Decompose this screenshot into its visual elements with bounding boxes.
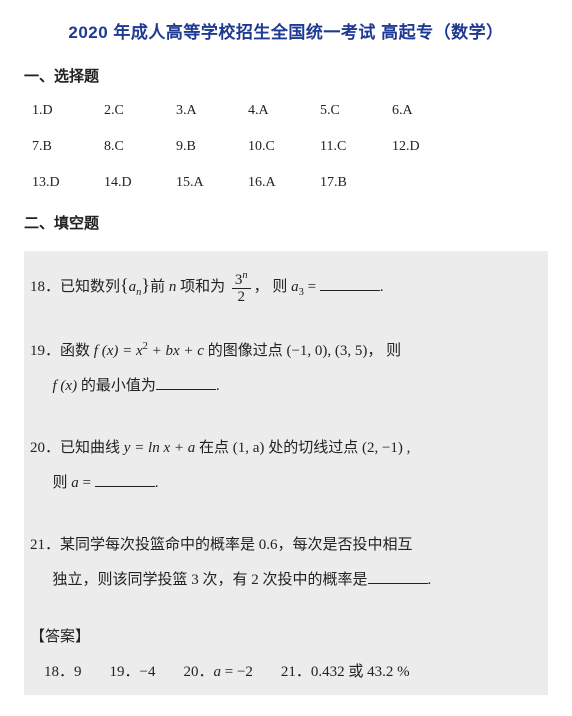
mc-cell: 13.D: [32, 176, 104, 190]
question-19: 19．函数 f (x) = x2 + bx + c 的图像过点 (−1, 0),…: [30, 334, 534, 403]
mc-cell: 16.A: [248, 176, 320, 190]
mc-cell: 17.B: [320, 176, 410, 190]
q-text: 前: [150, 279, 169, 295]
fill-in-block: 18．已知数列{an}前 n 项和为 3n2， 则 a3 = . 19．函数 f…: [24, 251, 548, 695]
q-text: 的图像过点: [204, 343, 287, 359]
brace-left: {: [120, 275, 129, 295]
q-text: 独立，则该同学投篮 3 次，有 2 次投中的概率是: [53, 572, 368, 588]
mc-cell: 10.C: [248, 140, 320, 154]
answers-line: 18．9 19．−4 20．a = −2 21．0.432 或 43.2 %: [30, 660, 534, 681]
page-title: 2020 年成人高等学校招生全国统一考试 高起专（数学）: [24, 18, 548, 43]
question-21: 21．某同学每次投篮命中的概率是 0.6，每次是否投中相互 独立，则该同学投篮 …: [30, 528, 534, 597]
q-text: ,: [403, 440, 411, 456]
mc-row: 1.D 2.C 3.A 4.A 5.C 6.A: [32, 104, 548, 118]
mc-cell: 12.D: [392, 140, 464, 154]
eq-sign: =: [304, 279, 320, 295]
q-text: 已知曲线: [60, 440, 124, 456]
q-text: 已知数列: [60, 279, 120, 295]
q-num: 19．: [30, 343, 60, 359]
mc-cell: 6.A: [392, 104, 464, 118]
mc-cell: 14.D: [104, 176, 176, 190]
q-num: 18．: [30, 279, 60, 295]
mc-row: 13.D 14.D 15.A 16.A 17.B: [32, 176, 548, 190]
q-num: 21．: [30, 537, 60, 553]
mc-cell: 9.B: [176, 140, 248, 154]
section-2-head: 二、填空题: [24, 212, 548, 233]
answer-blank: [320, 277, 380, 292]
answer-21: 21．0.432 或 43.2 %: [281, 660, 410, 681]
q-text: ， 则: [367, 343, 401, 359]
q-text: ， 则: [254, 279, 292, 295]
section-1-head: 一、选择题: [24, 65, 548, 86]
answer-18: 18．9: [44, 660, 82, 681]
period: .: [216, 378, 220, 394]
mc-cell: 4.A: [248, 104, 320, 118]
q-text: 的最小值为: [77, 378, 156, 394]
mc-cell: 2.C: [104, 104, 176, 118]
math: f (x): [53, 378, 78, 394]
period: .: [380, 279, 384, 295]
q-text: 某同学每次投篮命中的概率是 0.6，每次是否投中相互: [60, 537, 413, 553]
math-points: (−1, 0), (3, 5): [286, 343, 367, 359]
q-text: 在点: [195, 440, 233, 456]
mc-cell: 11.C: [320, 140, 392, 154]
ans-val: = −2: [221, 664, 253, 680]
mc-cell: [410, 176, 482, 190]
question-18: 18．已知数列{an}前 n 项和为 3n2， 则 a3 = .: [30, 265, 534, 306]
a-var: a: [291, 279, 299, 295]
exam-page: 2020 年成人高等学校招生全国统一考试 高起专（数学） 一、选择题 1.D 2…: [0, 0, 572, 715]
eq-sign: =: [79, 475, 95, 491]
math: f (x) = x: [94, 343, 143, 359]
answer-19: 19．−4: [110, 660, 156, 681]
math: y = ln x + a: [124, 440, 195, 456]
multiple-choice-answers: 1.D 2.C 3.A 4.A 5.C 6.A 7.B 8.C 9.B 10.C…: [32, 104, 548, 190]
math-point: (1, a): [233, 440, 265, 456]
q-text: 函数: [60, 343, 94, 359]
mc-cell: 3.A: [176, 104, 248, 118]
brace-right: }: [141, 275, 150, 295]
mc-cell: 7.B: [32, 140, 104, 154]
frac-sup: n: [242, 270, 247, 281]
a-var: a: [71, 475, 79, 491]
answer-blank: [368, 569, 428, 584]
math: + bx + c: [148, 343, 204, 359]
q-text: 处的切线过点: [264, 440, 362, 456]
period: .: [428, 572, 432, 588]
question-20: 20．已知曲线 y = ln x + a 在点 (1, a) 处的切线过点 (2…: [30, 431, 534, 500]
q-num: 20．: [30, 440, 60, 456]
q-text: 项和为: [176, 279, 229, 295]
answer-20: 20．a = −2: [183, 660, 252, 681]
frac-den: 2: [232, 288, 251, 306]
answer-blank: [95, 472, 155, 487]
mc-row: 7.B 8.C 9.B 10.C 11.C 12.D: [32, 140, 548, 154]
mc-cell: 15.A: [176, 176, 248, 190]
period: .: [155, 475, 159, 491]
mc-cell: 1.D: [32, 104, 104, 118]
math-point: (2, −1): [362, 440, 403, 456]
fraction: 3n2: [232, 270, 251, 306]
mc-cell: 8.C: [104, 140, 176, 154]
answer-blank: [156, 375, 216, 390]
answers-head: 【答案】: [30, 625, 534, 646]
mc-cell: 5.C: [320, 104, 392, 118]
ans-var: a: [214, 664, 222, 680]
q-text: 则: [53, 475, 72, 491]
ans-lbl: 20．: [183, 664, 213, 680]
